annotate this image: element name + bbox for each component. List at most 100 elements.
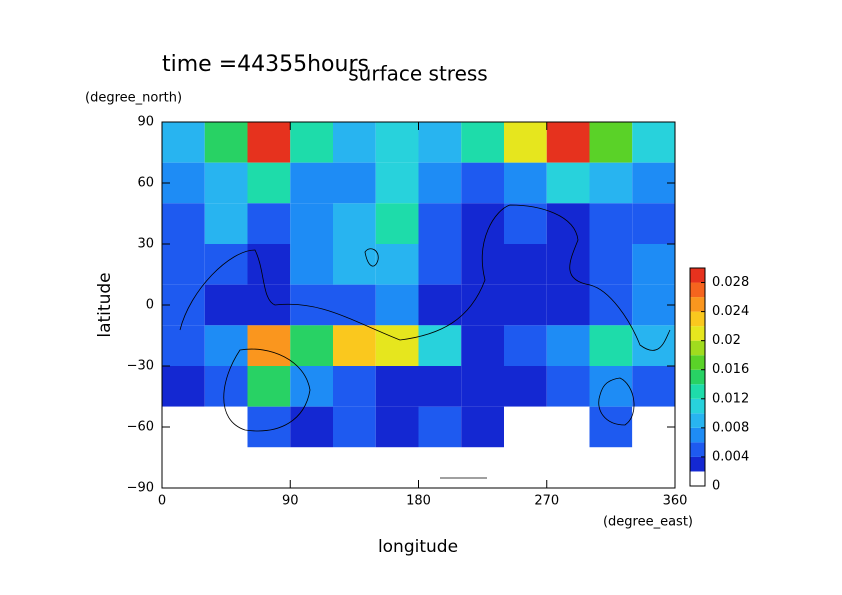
colorbar-band: [690, 326, 705, 341]
field-cell: [418, 162, 462, 204]
field-cell: [333, 447, 376, 488]
colorbar-tick-label: 0.024: [712, 304, 749, 319]
chart-title: surface stress: [348, 62, 487, 86]
field: [162, 122, 675, 488]
field-cell: [375, 284, 419, 326]
colorbar-band: [690, 398, 705, 414]
field-cell: [247, 366, 291, 407]
field-cell: [632, 203, 675, 244]
field-cell: [333, 284, 376, 326]
field-cell: [632, 325, 675, 366]
field-cell: [461, 203, 504, 244]
y-tick-label: 60: [137, 176, 154, 191]
y-unit: (degree_north): [85, 91, 182, 106]
field-cell: [546, 366, 590, 407]
field-cell: [504, 366, 547, 407]
field-cell: [162, 244, 205, 285]
field-cell: [461, 122, 504, 163]
colorbar-band: [690, 427, 705, 443]
field-cell: [546, 284, 590, 326]
field-cell: [204, 325, 248, 366]
colorbar-frame: [689, 267, 706, 487]
colorbar-band: [690, 297, 705, 312]
colorbar-band: [690, 442, 705, 457]
field-cell: [333, 203, 376, 244]
x-tick-label: 0: [158, 494, 166, 509]
y-tick-label: −30: [127, 359, 154, 374]
field-cell: [375, 366, 419, 407]
field-cell: [589, 406, 633, 448]
x-axis-label: longitude: [378, 537, 458, 557]
coast-line: [179, 204, 671, 351]
field-cell: [589, 447, 633, 488]
colorbar-band: [690, 456, 705, 472]
field-cell: [375, 244, 419, 285]
field-cell: [418, 203, 462, 244]
x-tick-label: 90: [282, 494, 299, 509]
y-axis-label: latitude: [95, 272, 115, 337]
field-cell: [589, 325, 633, 366]
field-cell: [375, 122, 419, 163]
field-cell: [204, 447, 248, 488]
field-cell: [290, 366, 333, 407]
field-cell: [162, 366, 205, 407]
field-cell: [204, 122, 248, 163]
field-cell: [504, 244, 547, 285]
field-cell: [247, 162, 291, 204]
field-cell: [546, 162, 590, 204]
colorbar-tick-label: 0.016: [712, 362, 749, 377]
field-cell: [247, 244, 291, 285]
field-cell: [504, 284, 547, 326]
coastline: [179, 204, 671, 479]
field-cell: [589, 366, 633, 407]
field-cell: [204, 244, 248, 285]
field-cell: [589, 162, 633, 204]
field-cell: [333, 406, 376, 448]
field-cell: [204, 366, 248, 407]
field-cell: [290, 122, 333, 163]
field-cell: [333, 244, 376, 285]
field-cell: [461, 406, 504, 448]
field-cell: [290, 203, 333, 244]
field-cell: [418, 244, 462, 285]
field-cell: [418, 366, 462, 407]
field-cell: [333, 162, 376, 204]
y-tick-label: 90: [137, 115, 154, 130]
colorbar-tick-label: 0.02: [712, 333, 741, 348]
colorbar-band: [690, 413, 705, 428]
colorbar-tick-label: 0.004: [712, 449, 749, 464]
field-cell: [333, 122, 376, 163]
field-cell: [461, 325, 504, 366]
colorbar-band: [690, 282, 705, 298]
x-tick-label: 180: [406, 494, 431, 509]
colorbar-band: [690, 340, 705, 356]
field-cell: [418, 325, 462, 366]
field-cell: [546, 325, 590, 366]
field-cell: [418, 122, 462, 163]
field-cell: [461, 447, 504, 488]
field-cell: [418, 447, 462, 488]
field-cell: [162, 447, 205, 488]
field-cell: [204, 162, 248, 204]
field-cell: [375, 447, 419, 488]
field-cell: [504, 406, 547, 448]
field-cell: [418, 406, 462, 448]
field-cell: [162, 325, 205, 366]
x-unit: (degree_east): [603, 515, 693, 530]
field-cell: [290, 244, 333, 285]
coast-line: [223, 348, 311, 432]
field-cell: [247, 122, 291, 163]
colorbar: 0 0.004 0.008 0.012 0.016 0.02 0.024 0.028: [689, 267, 749, 494]
field-cell: [204, 203, 248, 244]
field-cell: [504, 447, 547, 488]
field-cell: [290, 162, 333, 204]
field-cell: [546, 447, 590, 488]
field-cell: [461, 284, 504, 326]
field-cell: [247, 325, 291, 366]
field-cell: [333, 325, 376, 366]
colorbar-tick-label: 0.008: [712, 420, 749, 435]
field-cell: [632, 244, 675, 285]
field-cell: [162, 122, 205, 163]
